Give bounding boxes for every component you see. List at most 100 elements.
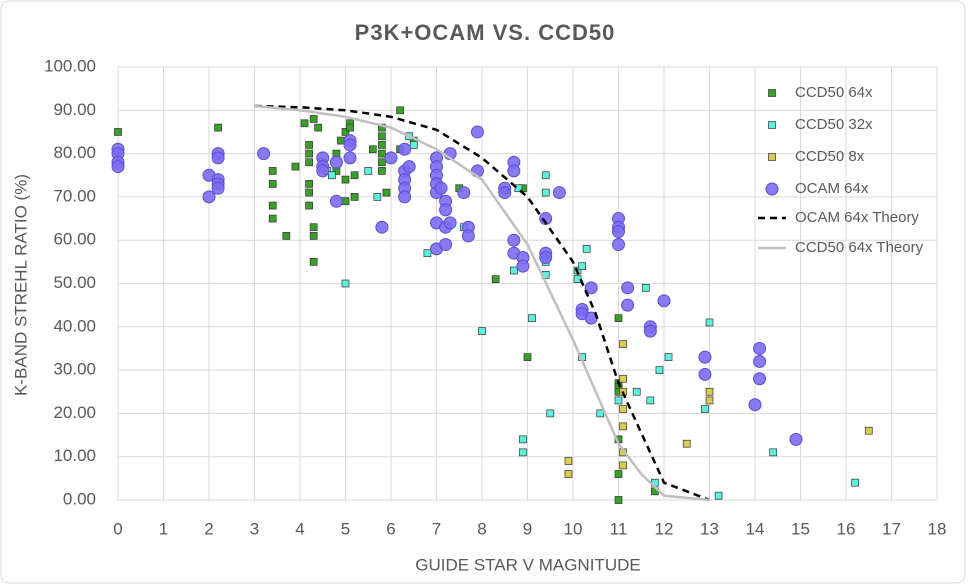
- x-tick-label: 8: [477, 519, 486, 538]
- data-point: [329, 194, 343, 208]
- data-point: [373, 193, 382, 201]
- x-tick-label: 13: [700, 519, 719, 538]
- data-point: [619, 340, 627, 348]
- data-point: [584, 281, 598, 295]
- data-point: [682, 439, 691, 448]
- data-point: [646, 396, 655, 405]
- data-point: [305, 188, 313, 197]
- data-point: [705, 387, 714, 396]
- data-point: [309, 258, 318, 266]
- data-point: [698, 367, 712, 381]
- data-point: [614, 396, 623, 405]
- legend-label: CCD50 64x Theory: [795, 239, 924, 256]
- data-point: [698, 350, 712, 364]
- data-point: [309, 223, 318, 232]
- x-tick-label: 9: [523, 519, 532, 538]
- data-point: [523, 353, 532, 361]
- data-point: [621, 298, 635, 312]
- y-tick-label: 40.00: [53, 316, 96, 335]
- data-point: [329, 155, 343, 169]
- data-point: [461, 229, 475, 243]
- x-tick-label: 2: [204, 519, 213, 538]
- data-point: [350, 171, 359, 180]
- data-point: [343, 151, 357, 165]
- data-point: [753, 341, 767, 355]
- data-point: [257, 147, 271, 161]
- data-point: [382, 188, 391, 197]
- y-axis-title: K-BAND STREHL RATIO (%): [11, 174, 30, 396]
- y-tick-label: 30.00: [53, 360, 96, 379]
- x-tick-label: 12: [655, 519, 674, 538]
- data-point: [314, 123, 323, 132]
- data-point: [439, 203, 453, 217]
- data-point: [552, 186, 566, 200]
- y-tick-label: 0.00: [63, 489, 96, 508]
- data-point: [491, 275, 500, 284]
- data-point: [305, 149, 313, 158]
- data-point: [316, 164, 330, 178]
- data-point: [655, 366, 664, 374]
- data-point: [378, 132, 386, 141]
- data-point: [541, 171, 550, 180]
- data-point: [748, 398, 762, 412]
- data-point: [341, 175, 350, 184]
- data-point: [268, 167, 277, 175]
- legend-label: CCD50 64x: [795, 84, 873, 101]
- data-point: [564, 470, 573, 478]
- data-point: [714, 491, 723, 500]
- data-point: [507, 164, 521, 178]
- data-point: [114, 128, 122, 136]
- legend-label: OCAM 64x Theory: [795, 209, 919, 226]
- data-point: [478, 327, 486, 335]
- data-point: [384, 151, 398, 165]
- theory-line: [254, 104, 710, 502]
- data-point: [507, 233, 521, 247]
- data-point: [621, 281, 635, 295]
- x-axis-title: GUIDE STAR V MAGNITUDE: [415, 555, 640, 574]
- y-tick-label: 90.00: [53, 100, 96, 119]
- data-point: [378, 149, 386, 158]
- data-point: [378, 167, 386, 175]
- x-tick-label: 18: [928, 519, 947, 538]
- data-point: [341, 279, 350, 288]
- data-point: [300, 119, 309, 128]
- data-point: [539, 251, 553, 265]
- x-tick-label: 3: [250, 519, 259, 538]
- data-point: [510, 266, 518, 275]
- data-point: [343, 138, 357, 152]
- data-point: [364, 167, 373, 175]
- data-point: [398, 190, 412, 204]
- data-point: [498, 186, 512, 200]
- chart-title: P3K+OCAM VS. CCD50: [355, 20, 616, 45]
- data-point: [619, 422, 627, 431]
- data-point: [268, 180, 277, 188]
- data-point: [614, 314, 623, 322]
- data-point: [402, 160, 416, 174]
- data-point: [769, 448, 778, 457]
- data-point: [328, 171, 336, 180]
- data-point: [578, 262, 586, 271]
- data-point: [470, 125, 484, 139]
- x-tick-label: 6: [386, 519, 395, 538]
- data-point: [423, 249, 432, 258]
- data-point: [519, 448, 527, 457]
- data-point: [528, 314, 536, 322]
- data-point: [211, 151, 225, 165]
- theory-line: [254, 104, 710, 502]
- x-tick-label: 5: [341, 519, 350, 538]
- data-point: [305, 141, 313, 149]
- legend-swatch: [768, 153, 776, 161]
- data-point: [282, 232, 291, 240]
- legend-label: CCD50 32x: [795, 116, 873, 133]
- data-point: [305, 201, 313, 210]
- data-point: [378, 141, 386, 149]
- data-point: [291, 162, 300, 171]
- data-point: [211, 181, 225, 195]
- data-point: [632, 387, 641, 396]
- x-tick-label: 4: [295, 519, 304, 538]
- data-point: [582, 245, 591, 253]
- data-point: [309, 232, 318, 240]
- legend-swatch: [768, 89, 776, 97]
